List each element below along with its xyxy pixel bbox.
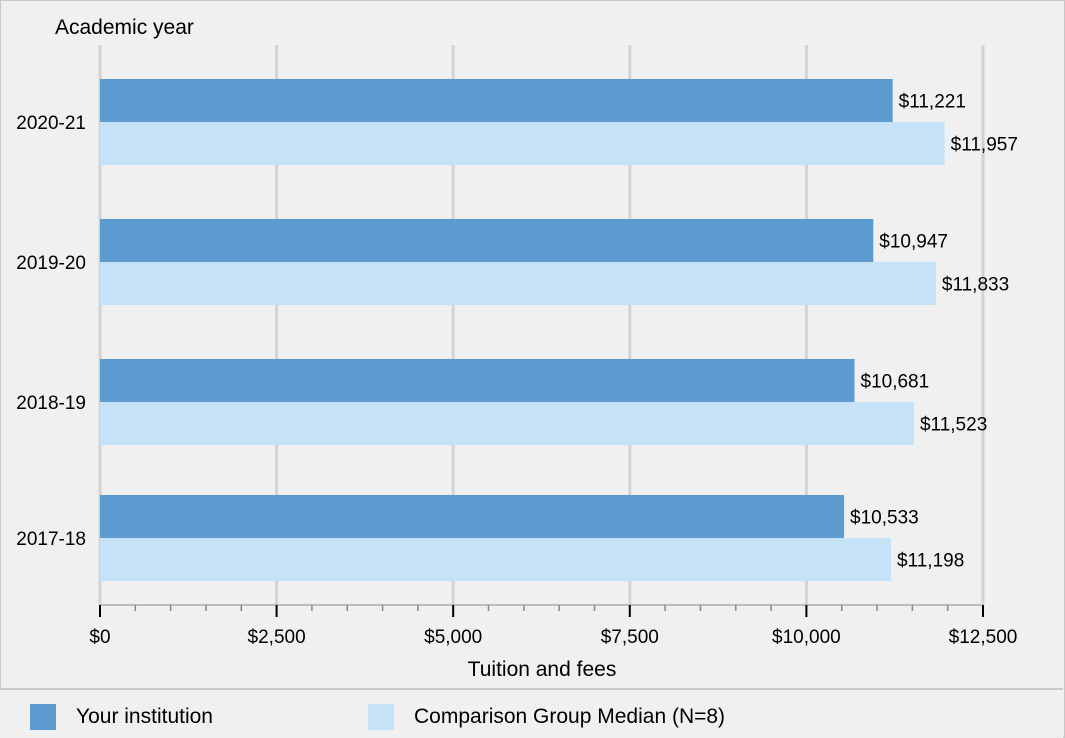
x-axis-title: Tuition and fees	[468, 658, 617, 681]
tick-label: $7,500	[601, 627, 659, 648]
data-label: $11,957	[951, 135, 1018, 156]
bar	[100, 122, 945, 165]
data-label: $11,833	[942, 275, 1009, 296]
data-label: $11,221	[899, 92, 966, 113]
data-label: $11,198	[897, 551, 964, 572]
bar	[100, 219, 874, 262]
legend-swatch-your-institution	[30, 704, 56, 730]
legend-item-comparison-group: Comparison Group Median (N=8)	[368, 704, 725, 730]
category-label: 2019-20	[16, 253, 86, 274]
bar	[100, 262, 936, 305]
tick-label: $10,000	[772, 627, 841, 648]
data-label: $10,533	[850, 508, 919, 529]
x-axis: $0 $2,500 $5,000 $7,500 $10,000 $12,500	[89, 604, 1018, 648]
category-label: 2018-19	[16, 393, 86, 414]
legend-item-your-institution: Your institution	[30, 704, 213, 730]
bar	[100, 538, 892, 581]
legend-label-your-institution: Your institution	[76, 705, 213, 728]
legend: Your institution Comparison Group Median…	[0, 688, 1063, 738]
tick-label: $5,000	[424, 627, 482, 648]
tick-label: $12,500	[949, 627, 1018, 648]
y-axis-title: Academic year	[55, 16, 194, 39]
category-label: 2020-21	[16, 113, 86, 134]
bar	[100, 495, 845, 538]
bar-chart: Academic year $11,221 $11,957 $10,947 $11,8…	[16, 16, 1018, 681]
bars: $11,221 $11,957 $10,947 $11,833 $10,681 $11,5…	[100, 79, 1018, 581]
tick-label: $0	[89, 627, 110, 648]
data-label: $10,681	[861, 372, 930, 393]
tick-label: $2,500	[248, 627, 306, 648]
bar	[100, 402, 914, 445]
data-label: $10,947	[879, 232, 948, 253]
legend-label-comparison-group: Comparison Group Median (N=8)	[414, 705, 726, 728]
data-label: $11,523	[920, 415, 987, 436]
bar	[100, 359, 855, 402]
legend-swatch-comparison-group	[368, 704, 394, 730]
category-label: 2017-18	[16, 529, 86, 550]
bar	[100, 79, 893, 122]
category-labels: 2020-21 2019-20 2018-19 2017-18	[16, 113, 86, 550]
